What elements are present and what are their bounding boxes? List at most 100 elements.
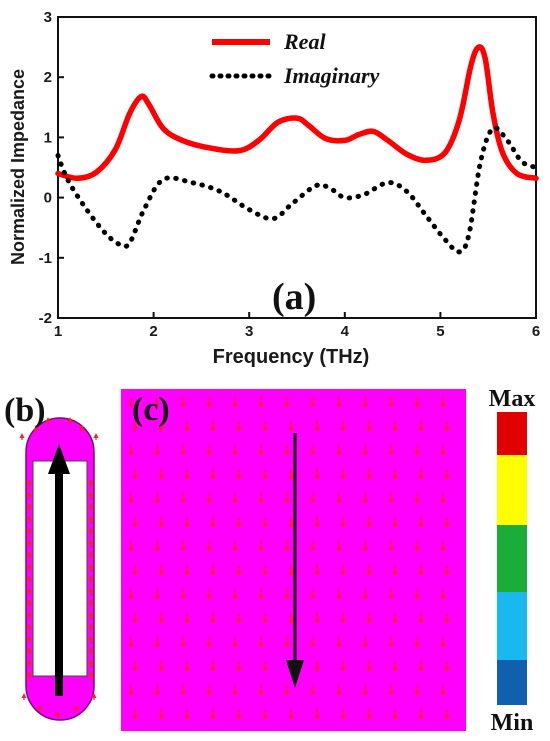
small-arrow: [132, 709, 138, 720]
small-arrow: [88, 539, 94, 548]
small-arrow: [232, 541, 238, 552]
small-arrow: [340, 421, 346, 432]
small-arrow: [88, 671, 94, 680]
small-arrow: [288, 517, 294, 528]
small-arrow: [206, 445, 212, 456]
small-arrow: [88, 527, 94, 536]
small-arrow: [154, 397, 160, 408]
small-arrow: [88, 503, 94, 512]
small-arrow: [392, 469, 398, 480]
small-arrow: [440, 589, 446, 600]
small-arrow: [362, 493, 368, 504]
field-main-arrow: [286, 433, 304, 688]
small-arrow: [88, 587, 94, 596]
small-arrow: [232, 397, 238, 408]
small-arrow: [258, 685, 264, 696]
small-arrow: [236, 709, 242, 720]
small-arrow: [440, 493, 446, 504]
small-arrow: [232, 493, 238, 504]
small-arrow: [26, 479, 32, 488]
small-arrow: [340, 517, 346, 528]
small-arrow: [184, 469, 190, 480]
x-tick-label: 5: [436, 323, 444, 340]
small-arrow: [236, 565, 242, 576]
small-arrow: [26, 515, 32, 524]
small-arrow: [26, 527, 32, 536]
small-arrow: [414, 589, 420, 600]
small-arrow: [128, 637, 134, 648]
small-arrow: [236, 421, 242, 432]
small-arrow: [284, 589, 290, 600]
small-arrow: [336, 589, 342, 600]
small-arrow: [26, 611, 32, 620]
small-arrow: [158, 469, 164, 480]
small-arrow: [128, 589, 134, 600]
colorbar-cyan: [497, 592, 527, 660]
colorbar-yellow: [497, 455, 527, 525]
small-arrow: [79, 425, 85, 432]
x-tick-label: 1: [54, 323, 62, 340]
small-arrow: [362, 685, 368, 696]
small-arrow: [444, 565, 450, 576]
small-arrow: [440, 397, 446, 408]
small-arrow: [180, 637, 186, 648]
plot-frame: [57, 16, 537, 319]
small-arrow: [336, 445, 342, 456]
field-map-panel: (c): [121, 389, 466, 731]
small-arrow: [45, 417, 51, 424]
small-arrow: [444, 613, 450, 624]
small-arrow: [362, 637, 368, 648]
small-arrow: [26, 635, 32, 644]
small-arrow: [336, 685, 342, 696]
small-arrow: [210, 613, 216, 624]
small-arrow: [206, 397, 212, 408]
small-arrow: [258, 541, 264, 552]
rod-resonator-panel: (b): [4, 392, 99, 721]
small-arrow: [314, 517, 320, 528]
small-arrow: [128, 685, 134, 696]
colorbar-max-label: Max: [489, 386, 536, 412]
small-arrow: [88, 647, 94, 656]
small-arrow: [132, 469, 138, 480]
small-arrow: [444, 421, 450, 432]
small-arrow: [314, 661, 320, 672]
x-tick-label: 2: [149, 323, 157, 340]
small-arrow: [26, 563, 32, 572]
small-arrow: [88, 515, 94, 524]
small-arrow: [88, 611, 94, 620]
small-arrow: [262, 565, 268, 576]
small-arrow: [392, 613, 398, 624]
small-arrow: [262, 421, 268, 432]
small-arrow: [392, 517, 398, 528]
small-arrow: [340, 469, 346, 480]
small-arrow: [314, 421, 320, 432]
small-arrow: [314, 709, 320, 720]
colorbar-min-label: Min: [491, 710, 534, 736]
small-arrow: [414, 685, 420, 696]
y-tick-label: -2: [39, 310, 52, 327]
small-arrow: [414, 637, 420, 648]
small-arrow: [288, 421, 294, 432]
small-arrow: [366, 517, 372, 528]
small-arrow: [180, 589, 186, 600]
small-arrow: [440, 637, 446, 648]
small-arrow: [362, 589, 368, 600]
small-arrow: [132, 613, 138, 624]
small-arrow: [258, 637, 264, 648]
small-arrow: [310, 445, 316, 456]
small-arrow: [184, 661, 190, 672]
small-arrow: [366, 613, 372, 624]
small-arrow: [388, 493, 394, 504]
small-arrow: [366, 661, 372, 672]
x-tick-label: 3: [245, 323, 253, 340]
small-arrow: [88, 599, 94, 608]
small-arrow: [236, 661, 242, 672]
legend: Real Imaginary: [209, 29, 380, 88]
small-arrow: [314, 469, 320, 480]
small-arrow: [206, 541, 212, 552]
panel-label-a: (a): [272, 276, 316, 318]
small-arrow: [440, 685, 446, 696]
small-arrow: [362, 397, 368, 408]
small-arrow: [154, 541, 160, 552]
